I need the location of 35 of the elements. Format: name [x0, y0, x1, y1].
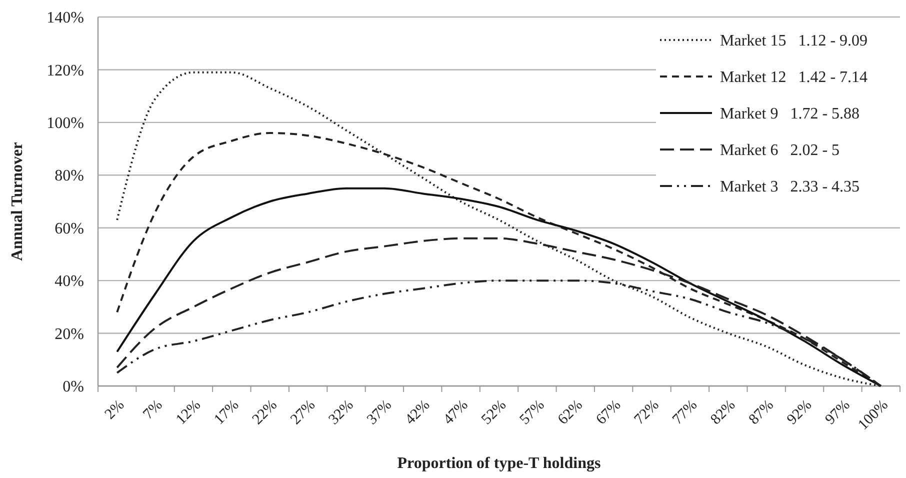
- y-axis-title: Annual Turnover: [9, 142, 26, 261]
- y-tick-label: 100%: [46, 115, 84, 132]
- legend-label: Market 9 1.72 - 5.88: [720, 106, 860, 123]
- x-tick-label: 77%: [670, 397, 700, 428]
- y-tick-label: 140%: [46, 10, 84, 27]
- x-tick-label: 82%: [708, 397, 739, 428]
- x-tick-label: 52%: [478, 397, 510, 428]
- x-tick-label: 37%: [364, 397, 395, 428]
- x-tick-label: 47%: [440, 397, 472, 428]
- y-tick-label: 60%: [54, 220, 84, 238]
- x-tick-label: 72%: [632, 397, 662, 428]
- y-tick-label: 20%: [54, 326, 84, 343]
- x-tick-label: 97%: [822, 397, 854, 428]
- legend-label: Market 6 2.02 - 5: [720, 142, 840, 160]
- x-tick-label: 17%: [211, 397, 242, 428]
- x-tick-label: 42%: [402, 397, 434, 428]
- x-tick-label: 92%: [784, 397, 816, 428]
- legend-label: Market 12 1.42 - 7.14: [720, 69, 868, 86]
- x-tick-label: 7%: [140, 397, 166, 423]
- x-tick-label: 22%: [250, 397, 280, 428]
- y-tick-label: 120%: [46, 62, 84, 80]
- x-tick-label: 12%: [173, 397, 204, 428]
- x-tick-label: 32%: [326, 397, 357, 428]
- x-tick-label: 27%: [288, 397, 319, 428]
- y-tick-label: 0%: [62, 378, 84, 396]
- y-tick-label: 80%: [54, 168, 84, 185]
- legend-label: Market 15 1.12 - 9.09: [720, 32, 868, 50]
- x-tick-label: 57%: [516, 397, 548, 428]
- x-tick-label: 62%: [555, 397, 586, 428]
- x-tick-label: 67%: [593, 397, 624, 428]
- x-tick-label: 87%: [746, 397, 777, 428]
- y-tick-label: 40%: [54, 273, 84, 290]
- legend-label: Market 3 2.33 - 4.35: [720, 178, 860, 196]
- x-tick-label: 2%: [102, 397, 128, 423]
- x-axis-title: Proportion of type-T holdings: [397, 455, 601, 472]
